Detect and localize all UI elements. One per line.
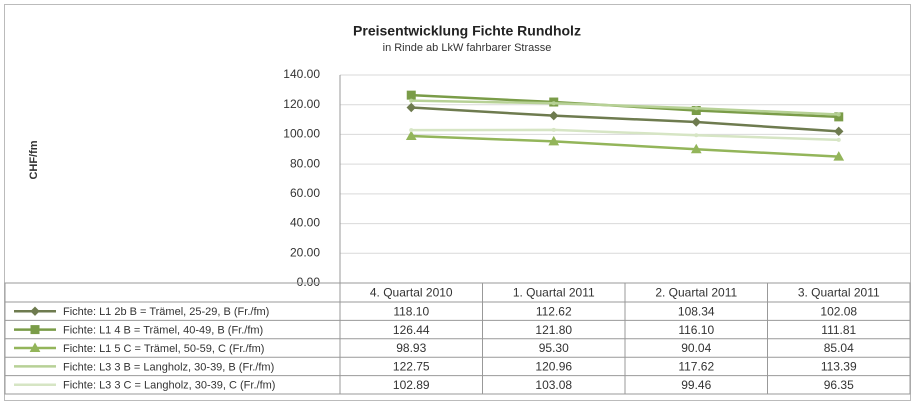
data-label: 120.96 <box>535 360 572 374</box>
y-tick-label: 140.00 <box>283 67 320 81</box>
x-tick-label: 2. Quartal 2011 <box>655 286 737 300</box>
data-label: 121.80 <box>535 323 572 337</box>
x-tick-label: 4. Quartal 2010 <box>370 286 453 300</box>
legend-label: Fichte: L3 3 B = Langholz, 30-39, B (Fr.… <box>63 361 274 373</box>
data-point <box>836 112 841 117</box>
data-label: 113.39 <box>821 360 857 374</box>
data-point <box>548 135 560 146</box>
data-label: 117.62 <box>678 360 714 374</box>
x-tick-label: 1. Quartal 2011 <box>513 286 595 300</box>
data-label: 116.10 <box>678 323 714 337</box>
y-tick-label: 120.00 <box>283 97 320 111</box>
data-point <box>406 90 416 100</box>
y-tick-label: 60.00 <box>290 186 320 200</box>
chart-title: Preisentwicklung Fichte Rundholz <box>353 23 581 39</box>
chart-frame <box>4 4 911 401</box>
data-point <box>549 110 559 121</box>
series-line <box>411 134 839 158</box>
data-label: 99.46 <box>681 378 711 392</box>
data-label: 118.10 <box>393 304 429 318</box>
legend-marker <box>30 325 40 335</box>
data-label: 112.62 <box>536 304 572 318</box>
legend-label: Fichte: L3 3 C = Langholz, 30-39, C (Fr.… <box>63 380 275 392</box>
data-point <box>694 106 699 111</box>
data-label: 96.35 <box>824 378 854 392</box>
data-point <box>694 133 699 138</box>
data-point <box>551 127 556 132</box>
data-label: 103.08 <box>535 378 572 392</box>
data-label: 98.93 <box>396 341 426 355</box>
y-tick-label: 80.00 <box>290 156 320 170</box>
data-point <box>409 128 414 133</box>
legend-marker <box>29 342 41 352</box>
series-line <box>411 99 839 116</box>
data-point <box>834 126 844 137</box>
data-label: 102.08 <box>820 304 857 318</box>
data-point <box>405 130 417 141</box>
x-tick-label: 3. Quartal 2011 <box>798 286 880 300</box>
data-label: 102.89 <box>393 378 430 392</box>
data-label: 85.04 <box>824 341 854 355</box>
data-label: 90.04 <box>681 341 711 355</box>
data-point <box>551 101 556 106</box>
series-line <box>411 106 839 133</box>
y-tick-label: 0.00 <box>297 275 321 289</box>
data-point <box>691 117 701 127</box>
legend-marker <box>30 306 40 316</box>
legend-label: Fichte: L1 5 C = Trämel, 50-59, C (Fr./f… <box>63 343 264 355</box>
series-line <box>411 128 839 142</box>
data-point <box>409 98 414 103</box>
y-axis-label: CHF/fm <box>28 140 40 179</box>
data-point <box>406 102 416 113</box>
data-point <box>690 143 702 154</box>
data-point <box>836 137 841 142</box>
y-tick-label: 20.00 <box>290 245 320 259</box>
data-label: 95.30 <box>539 341 569 355</box>
data-label: 111.81 <box>821 323 856 337</box>
y-tick-label: 40.00 <box>290 216 320 230</box>
data-label: 126.44 <box>393 323 430 337</box>
y-tick-label: 100.00 <box>283 127 320 141</box>
legend-label: Fichte: L1 4 B = Trämel, 40-49, B (Fr./f… <box>63 325 263 337</box>
legend-label: Fichte: L1 2b B = Trämel, 25-29, B (Fr./… <box>63 306 269 318</box>
data-label: 122.75 <box>393 360 430 374</box>
data-label: 108.34 <box>678 304 715 318</box>
chart-subtitle: in Rinde ab LkW fahrbarer Strasse <box>383 42 552 54</box>
data-point <box>833 151 845 161</box>
